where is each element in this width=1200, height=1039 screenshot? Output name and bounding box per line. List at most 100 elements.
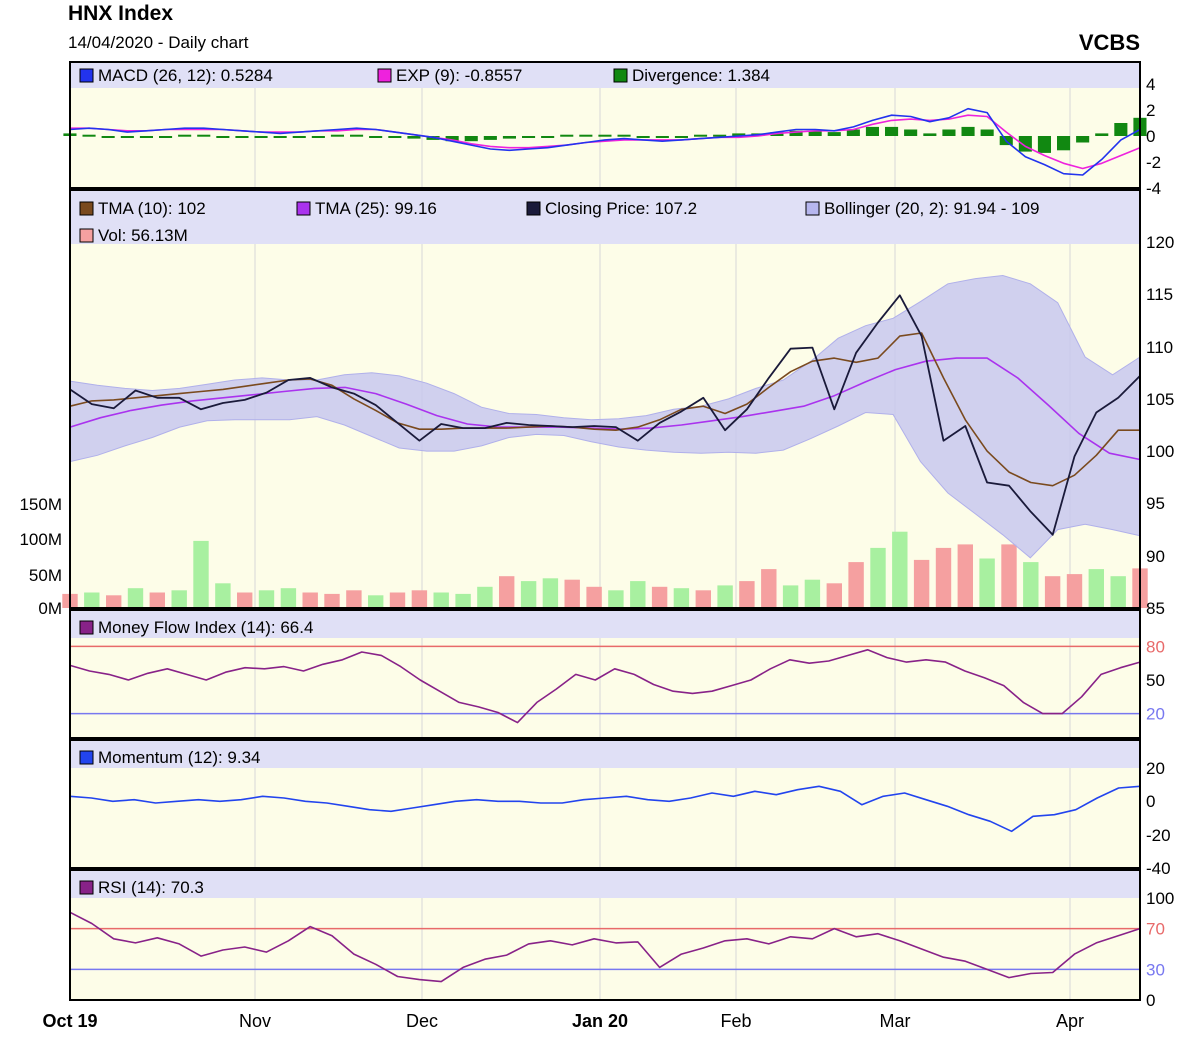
rsi-ytick: 0 — [1146, 991, 1155, 1010]
volume-bar — [411, 590, 428, 608]
volume-bar — [193, 540, 209, 608]
divergence-bar — [674, 136, 688, 138]
divergence-bar — [541, 136, 555, 138]
volume-bar — [935, 547, 952, 608]
rsi-ytick: 100 — [1146, 889, 1174, 908]
divergence-bar — [1095, 133, 1109, 136]
divergence-bar — [1037, 136, 1051, 153]
divergence-bar — [330, 134, 344, 137]
price-legend-swatch — [805, 201, 820, 216]
macd-legend-label: EXP (9): -0.8557 — [396, 66, 522, 85]
momentum-ytick: 20 — [1146, 759, 1165, 778]
divergence-bar — [885, 126, 899, 136]
volume-bar — [84, 592, 100, 608]
chart-subtitle: 14/04/2020 - Daily chart — [68, 33, 249, 52]
rsi-legend-label: RSI (14): 70.3 — [98, 878, 204, 897]
brand-label: VCBS — [1078, 30, 1140, 55]
price-vol-legend-label: Vol: 56.13M — [98, 226, 188, 245]
macd-legend-swatch — [79, 68, 94, 83]
divergence-bar — [713, 134, 727, 137]
volume-bar — [564, 579, 580, 608]
volume-bar — [389, 592, 406, 608]
volume-bar — [957, 544, 973, 608]
volume-bar — [761, 569, 777, 608]
volume-bar — [542, 578, 559, 608]
volume-ytick: 150M — [19, 495, 62, 514]
panel-border — [69, 61, 1141, 189]
divergence-bar — [254, 136, 268, 138]
volume-bar — [455, 593, 471, 608]
divergence-bar — [82, 134, 96, 137]
volume-bar — [608, 590, 624, 608]
price-legend-swatch — [526, 201, 541, 216]
price-legend-label: Bollinger (20, 2): 91.94 - 109 — [824, 199, 1039, 218]
volume-bar — [673, 588, 690, 608]
price-ytick: 95 — [1146, 494, 1165, 513]
volume-bar — [433, 592, 449, 608]
divergence-bar — [178, 134, 192, 137]
macd-legend-label: Divergence: 1.384 — [632, 66, 770, 85]
volume-bar — [782, 585, 799, 608]
divergence-bar — [159, 136, 173, 138]
divergence-bar — [101, 136, 115, 138]
price-ytick: 90 — [1146, 547, 1165, 566]
divergence-bar — [655, 136, 669, 138]
volume-bar — [324, 593, 340, 608]
volume-bar — [1066, 574, 1083, 608]
macd-legend-band — [70, 62, 1140, 88]
divergence-bar — [464, 136, 478, 142]
volume-bar — [695, 590, 711, 608]
divergence-bar — [483, 136, 497, 140]
volume-bar — [258, 590, 275, 608]
divergence-bar — [235, 136, 249, 138]
panel-border — [69, 189, 1141, 609]
divergence-bar — [636, 136, 650, 138]
price-ytick: 115 — [1146, 285, 1173, 304]
divergence-bar — [139, 136, 153, 138]
volume-bar — [651, 586, 668, 608]
panel-border — [69, 609, 1141, 739]
price-ytick: 120 — [1146, 233, 1174, 252]
divergence-bar — [732, 133, 746, 136]
rsi-legend-band — [70, 870, 1140, 898]
volume-ytick: 100M — [19, 530, 62, 549]
volume-bar — [913, 559, 930, 608]
volume-bar — [520, 581, 537, 608]
momentum-legend-label: Momentum (12): 9.34 — [98, 748, 261, 767]
momentum-ytick: -20 — [1146, 826, 1171, 845]
volume-bar — [302, 592, 318, 608]
tma10-line — [69, 332, 1140, 487]
panel-border — [69, 739, 1141, 869]
divergence-bar — [579, 134, 593, 137]
macd-ytick: -2 — [1146, 153, 1161, 172]
volume-bar — [280, 588, 297, 608]
divergence-bar — [1057, 136, 1071, 151]
volume-bar — [630, 581, 646, 608]
close-line — [69, 294, 1141, 536]
volume-bar — [804, 579, 821, 608]
volume-bar — [586, 586, 602, 608]
macd-legend-label: MACD (26, 12): 0.5284 — [98, 66, 273, 85]
divergence-bar — [407, 136, 421, 139]
price-ytick: 85 — [1146, 599, 1165, 618]
macd-ytick: 2 — [1146, 101, 1155, 120]
volume-bar — [1023, 562, 1039, 608]
volume-bar — [1001, 544, 1017, 608]
divergence-bar — [522, 136, 536, 138]
volume-bar — [149, 592, 165, 608]
divergence-bar — [1076, 136, 1090, 143]
rsi-ytick: 30 — [1146, 960, 1165, 979]
x-axis-label: Oct 19 — [42, 1011, 97, 1031]
divergence-bar — [789, 130, 803, 136]
x-axis-label: Nov — [239, 1011, 271, 1031]
macd-ytick: 0 — [1146, 127, 1155, 146]
volume-bar — [1088, 569, 1104, 608]
price-ytick: 105 — [1146, 390, 1174, 409]
mfi-legend-band — [70, 610, 1140, 638]
mfi-line — [69, 648, 1141, 724]
momentum-line — [69, 785, 1141, 833]
x-axis-label: Jan 20 — [572, 1011, 628, 1031]
rsi-line — [69, 911, 1141, 983]
price-legend-swatch — [296, 201, 311, 216]
